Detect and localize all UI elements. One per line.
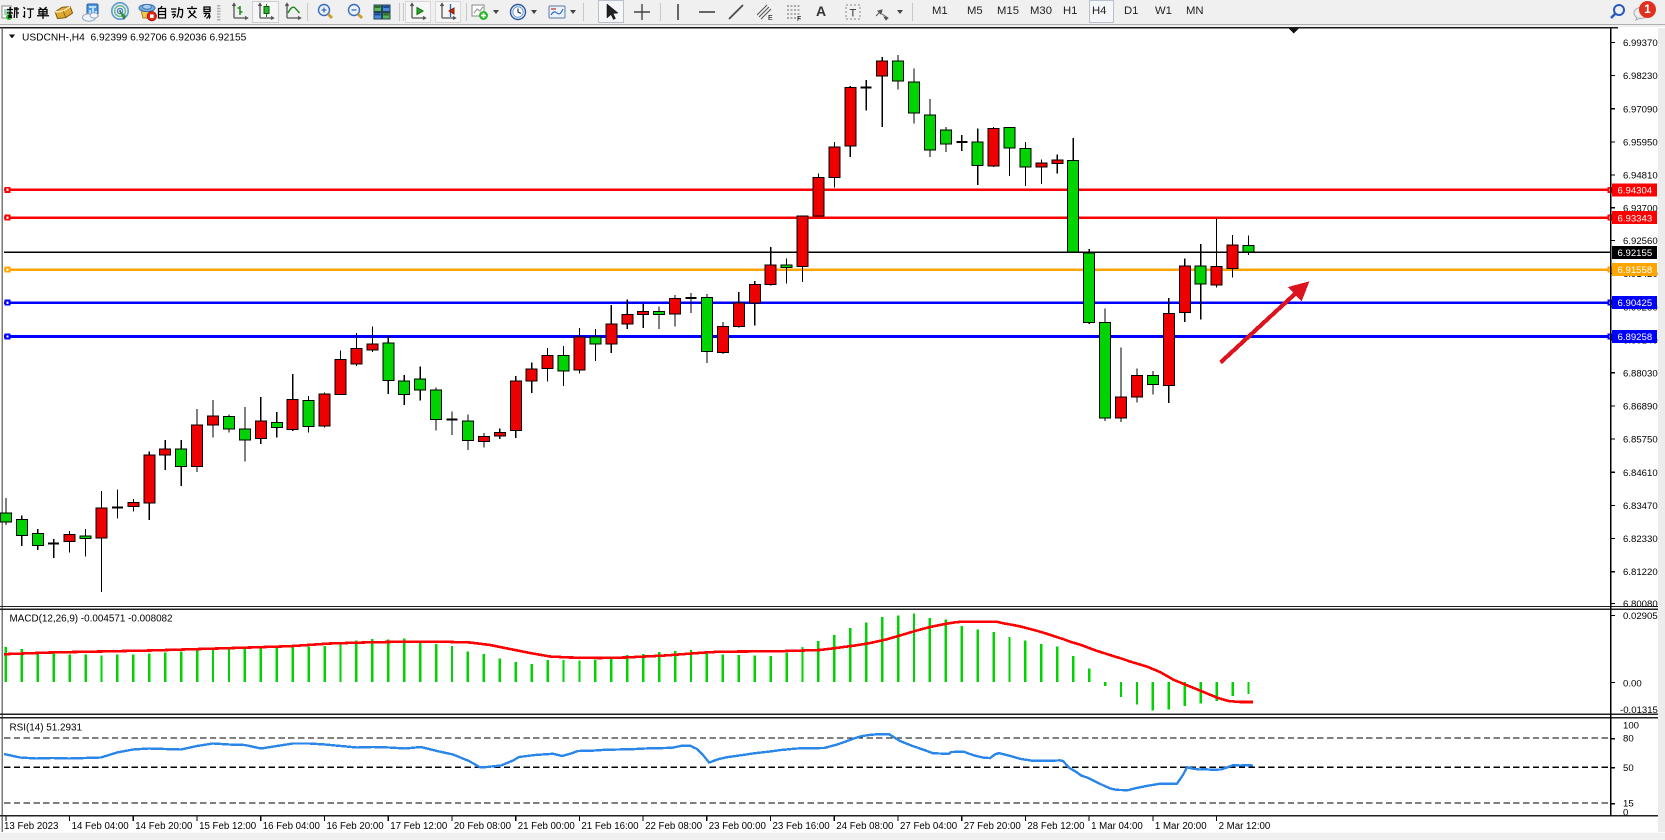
svg-text:6.90425: 6.90425 (1618, 298, 1653, 309)
svg-text:6.84610: 6.84610 (1623, 468, 1658, 479)
svg-text:6.93700: 6.93700 (1623, 203, 1658, 214)
svg-text:0: 0 (1623, 808, 1628, 819)
svg-text:6.89258: 6.89258 (1618, 332, 1653, 343)
svg-text:24 Feb 08:00: 24 Feb 08:00 (836, 821, 894, 832)
svg-text:6.92155: 6.92155 (1618, 248, 1653, 259)
svg-text:E: E (768, 15, 773, 22)
svg-text:23 Feb 00:00: 23 Feb 00:00 (709, 821, 767, 832)
svg-text:100: 100 (1623, 721, 1639, 732)
svg-text:27 Feb 20:00: 27 Feb 20:00 (964, 821, 1022, 832)
svg-text:6.99370: 6.99370 (1623, 38, 1658, 49)
svg-text:6.85750: 6.85750 (1623, 435, 1658, 446)
svg-text:6.86890: 6.86890 (1623, 402, 1658, 413)
svg-text:28 Feb 12:00: 28 Feb 12:00 (1027, 821, 1085, 832)
svg-text:6.95950: 6.95950 (1623, 137, 1658, 148)
svg-text:6.98230: 6.98230 (1623, 71, 1658, 82)
svg-text:21 Feb 00:00: 21 Feb 00:00 (518, 821, 576, 832)
svg-text:6.82330: 6.82330 (1623, 534, 1658, 545)
svg-text:15 Feb 12:00: 15 Feb 12:00 (199, 821, 257, 832)
svg-text:17 Feb 12:00: 17 Feb 12:00 (390, 821, 448, 832)
svg-text:80: 80 (1623, 734, 1634, 745)
svg-text:16 Feb 20:00: 16 Feb 20:00 (327, 821, 385, 832)
svg-text:1 Mar 04:00: 1 Mar 04:00 (1091, 821, 1143, 832)
svg-text:14 Feb 20:00: 14 Feb 20:00 (135, 821, 193, 832)
svg-text:6.88030: 6.88030 (1623, 368, 1658, 379)
svg-text:6.93343: 6.93343 (1618, 213, 1653, 224)
svg-text:T: T (850, 8, 857, 20)
svg-text:27 Feb 04:00: 27 Feb 04:00 (900, 821, 958, 832)
svg-text:15: 15 (1623, 798, 1634, 809)
svg-text:USDCNH-,H4 6.92399 6.92706 6.: USDCNH-,H4 6.92399 6.92706 6.92036 6.921… (22, 33, 247, 44)
svg-text:14 Feb 04:00: 14 Feb 04:00 (72, 821, 130, 832)
svg-text:20 Feb 08:00: 20 Feb 08:00 (454, 821, 512, 832)
svg-text:6.97090: 6.97090 (1623, 104, 1658, 115)
svg-text:6.83470: 6.83470 (1623, 501, 1658, 512)
svg-text:-0.013154: -0.013154 (1620, 705, 1664, 716)
svg-text:6.81220: 6.81220 (1623, 567, 1658, 578)
svg-text:6.94810: 6.94810 (1623, 171, 1658, 182)
svg-text:21 Feb 16:00: 21 Feb 16:00 (581, 821, 639, 832)
svg-text:RSI(14) 51.2931: RSI(14) 51.2931 (10, 723, 83, 734)
svg-text:22 Feb 08:00: 22 Feb 08:00 (645, 821, 703, 832)
svg-text:16 Feb 04:00: 16 Feb 04:00 (263, 821, 321, 832)
svg-text:0.029058: 0.029058 (1623, 611, 1663, 622)
svg-text:6.92560: 6.92560 (1623, 236, 1658, 247)
svg-text:1 Mar 20:00: 1 Mar 20:00 (1155, 821, 1207, 832)
svg-text:6.94304: 6.94304 (1618, 185, 1653, 196)
svg-text:6.80080: 6.80080 (1623, 599, 1658, 610)
svg-text:50: 50 (1623, 763, 1634, 774)
svg-text:F: F (797, 16, 801, 22)
svg-text:23 Feb 16:00: 23 Feb 16:00 (773, 821, 831, 832)
svg-text:2 Mar 12:00: 2 Mar 12:00 (1219, 821, 1271, 832)
svg-text:0.00: 0.00 (1623, 679, 1642, 690)
svg-text:13 Feb 2023: 13 Feb 2023 (4, 821, 58, 832)
svg-text:MACD(12,26,9) -0.004571 -0.008: MACD(12,26,9) -0.004571 -0.008082 (10, 614, 173, 625)
svg-text:6.91558: 6.91558 (1618, 265, 1653, 276)
